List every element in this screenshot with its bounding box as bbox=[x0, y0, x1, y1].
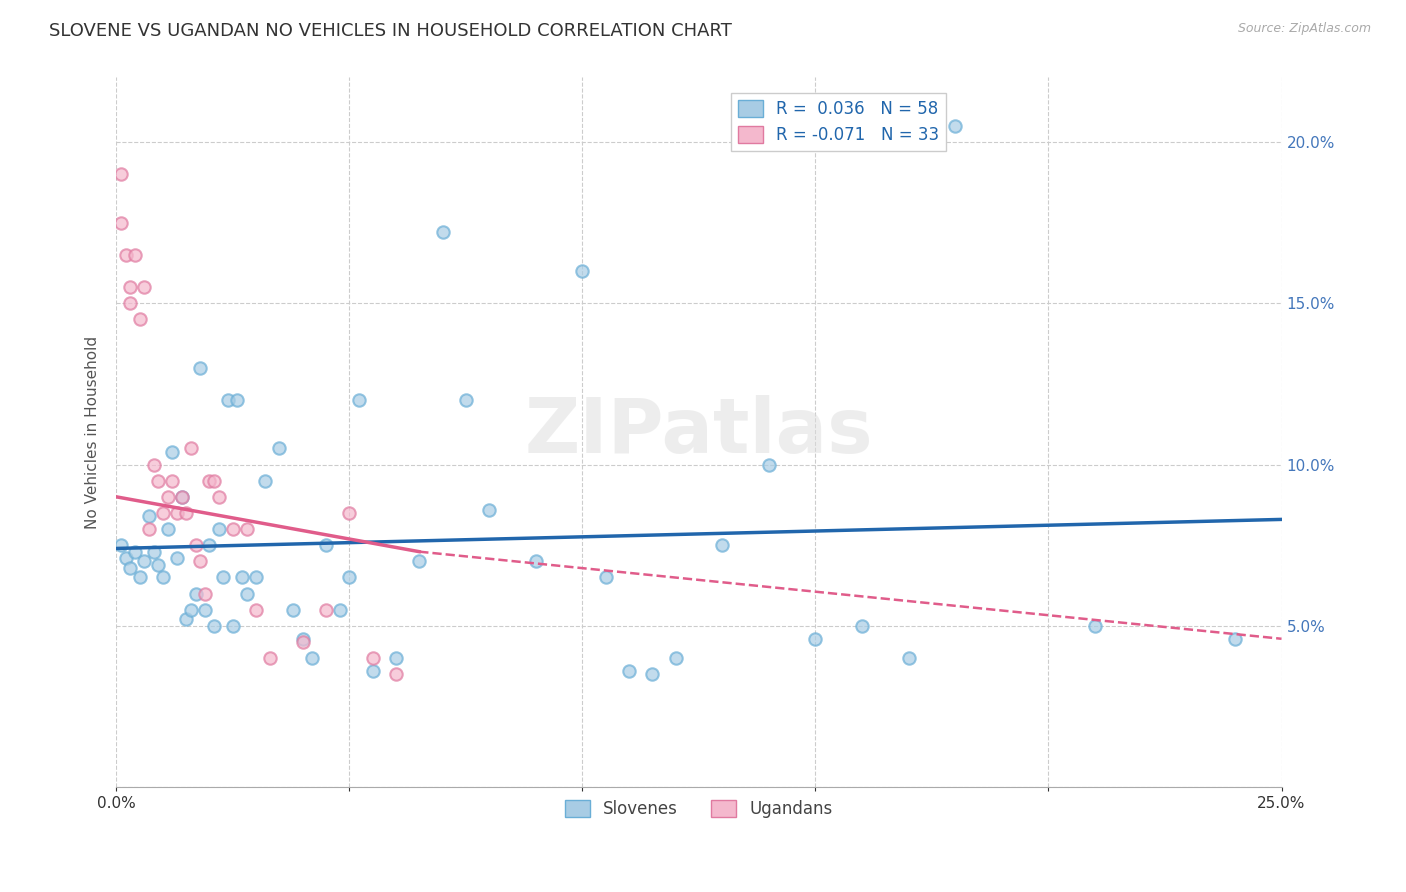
Point bbox=[454, 392, 477, 407]
Point bbox=[120, 296, 142, 310]
Point bbox=[166, 551, 188, 566]
Point bbox=[301, 651, 323, 665]
Point bbox=[337, 570, 360, 584]
Point bbox=[110, 216, 132, 230]
Point bbox=[231, 570, 253, 584]
Y-axis label: No Vehicles in Household: No Vehicles in Household bbox=[86, 335, 100, 529]
Point bbox=[124, 248, 146, 262]
Point bbox=[128, 570, 150, 584]
Point bbox=[245, 603, 267, 617]
Point bbox=[329, 603, 352, 617]
Point bbox=[174, 612, 197, 626]
Point bbox=[524, 554, 547, 568]
Point bbox=[198, 474, 221, 488]
Point bbox=[222, 619, 245, 633]
Point bbox=[194, 603, 217, 617]
Point bbox=[758, 458, 780, 472]
Point bbox=[184, 586, 207, 600]
Text: Source: ZipAtlas.com: Source: ZipAtlas.com bbox=[1237, 22, 1371, 36]
Point bbox=[291, 635, 314, 649]
Point bbox=[194, 586, 217, 600]
Point bbox=[571, 264, 593, 278]
Point bbox=[208, 490, 231, 504]
Point bbox=[804, 632, 827, 646]
Point bbox=[291, 632, 314, 646]
Point bbox=[114, 248, 136, 262]
Point bbox=[943, 119, 966, 133]
Point bbox=[361, 651, 384, 665]
Point bbox=[222, 522, 245, 536]
Point bbox=[148, 558, 170, 572]
Point bbox=[120, 280, 142, 294]
Text: SLOVENE VS UGANDAN NO VEHICLES IN HOUSEHOLD CORRELATION CHART: SLOVENE VS UGANDAN NO VEHICLES IN HOUSEH… bbox=[49, 22, 733, 40]
Point bbox=[198, 538, 221, 552]
Point bbox=[1084, 619, 1107, 633]
Point bbox=[166, 506, 188, 520]
Point bbox=[236, 522, 259, 536]
Point bbox=[212, 570, 235, 584]
Point bbox=[124, 544, 146, 558]
Point bbox=[315, 538, 337, 552]
Point bbox=[170, 490, 193, 504]
Point bbox=[283, 603, 305, 617]
Point bbox=[110, 538, 132, 552]
Point bbox=[641, 667, 664, 681]
Point bbox=[160, 444, 183, 458]
Point bbox=[110, 167, 132, 181]
Point bbox=[142, 458, 165, 472]
Point bbox=[170, 490, 193, 504]
Point bbox=[897, 651, 920, 665]
Point bbox=[184, 538, 207, 552]
Point bbox=[148, 474, 170, 488]
Point bbox=[851, 619, 873, 633]
Point bbox=[114, 551, 136, 566]
Point bbox=[259, 651, 281, 665]
Point bbox=[337, 506, 360, 520]
Point bbox=[432, 225, 454, 239]
Point bbox=[217, 392, 239, 407]
Point bbox=[347, 392, 370, 407]
Point bbox=[202, 474, 225, 488]
Point bbox=[315, 603, 337, 617]
Point bbox=[254, 474, 277, 488]
Point bbox=[134, 554, 156, 568]
Point bbox=[188, 360, 211, 375]
Point bbox=[156, 522, 179, 536]
Point bbox=[156, 490, 179, 504]
Point bbox=[408, 554, 430, 568]
Point bbox=[174, 506, 197, 520]
Legend: Slovenes, Ugandans: Slovenes, Ugandans bbox=[558, 794, 839, 825]
Point bbox=[385, 651, 408, 665]
Point bbox=[180, 442, 202, 456]
Point bbox=[665, 651, 688, 665]
Point bbox=[617, 664, 640, 678]
Point bbox=[226, 392, 249, 407]
Point bbox=[208, 522, 231, 536]
Point bbox=[595, 570, 617, 584]
Point bbox=[245, 570, 267, 584]
Point bbox=[138, 509, 160, 524]
Text: ZIPatlas: ZIPatlas bbox=[524, 395, 873, 469]
Point bbox=[152, 506, 174, 520]
Point bbox=[152, 570, 174, 584]
Point bbox=[202, 619, 225, 633]
Point bbox=[188, 554, 211, 568]
Point bbox=[180, 603, 202, 617]
Point bbox=[138, 522, 160, 536]
Point bbox=[385, 667, 408, 681]
Point bbox=[134, 280, 156, 294]
Point bbox=[361, 664, 384, 678]
Point bbox=[478, 502, 501, 516]
Point bbox=[236, 586, 259, 600]
Point bbox=[269, 442, 291, 456]
Point bbox=[1223, 632, 1246, 646]
Point bbox=[711, 538, 734, 552]
Point bbox=[120, 561, 142, 575]
Point bbox=[160, 474, 183, 488]
Point bbox=[142, 544, 165, 558]
Point bbox=[128, 312, 150, 326]
